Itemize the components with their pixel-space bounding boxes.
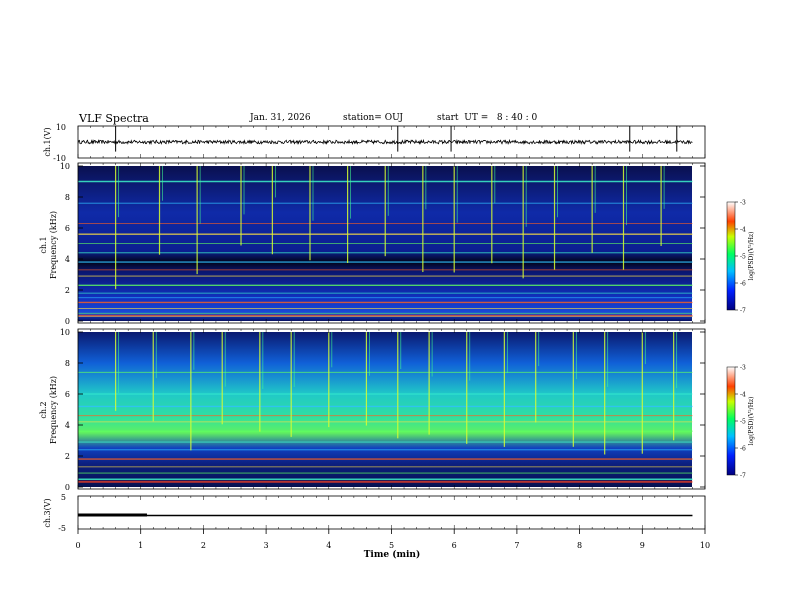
spec1-ytick-label-5: 10 — [60, 162, 70, 171]
cb2-tick-label-3: -6 — [740, 446, 746, 453]
x-tick-label-9: 9 — [640, 541, 645, 550]
spec1-ytick-label-0: 0 — [65, 317, 70, 326]
spec1-ytick-label-4: 8 — [65, 193, 70, 202]
ch3-ytick-top: 5 — [61, 493, 66, 502]
x-tick-label-0: 0 — [75, 541, 80, 550]
x-tick-label-3: 3 — [264, 541, 269, 550]
ch2-colorbar: -3 -4 -5 -6 -7 log(PSD)(V²/Hz) — [726, 365, 755, 480]
spec2-ytick-label-1: 2 — [65, 452, 70, 461]
x-tick-label-1: 1 — [138, 541, 143, 550]
cb2-tick-label-1: -4 — [740, 392, 746, 399]
x-tick-label-8: 8 — [577, 541, 582, 550]
ch1-wave-ylabel: ch.1(V) — [43, 127, 52, 156]
ch2-spec-ylabel-freq: Frequency (kHz) — [49, 376, 58, 444]
ch3-panel: 5 -5 ch.3(V) — [43, 493, 706, 533]
ch1-ytick-top: 10 — [56, 123, 66, 132]
cb1-tick-label-0: -3 — [740, 200, 746, 207]
cb1-tick-label-2: -5 — [740, 254, 746, 261]
date-label: Jan. 31, 2026 — [250, 113, 311, 123]
spec2-ytick-label-2: 4 — [65, 421, 70, 430]
x-tick-label-6: 6 — [452, 541, 457, 550]
spec2-ytick-label-3: 6 — [65, 390, 70, 399]
station-label: station= OUJ — [343, 113, 404, 123]
ch3-ylabel: ch.3(V) — [43, 498, 52, 527]
ch1-colorbar: -3 -4 -5 -6 -7 log(PSD)(V²/Hz) — [726, 200, 755, 315]
ch1-ytick-bottom: -10 — [53, 154, 66, 163]
spec2-ytick-label-0: 0 — [65, 483, 70, 492]
ch2-spec-ylabel: ch.2 — [39, 401, 48, 418]
cb2-tick-label-2: -5 — [740, 419, 746, 426]
x-tick-label-10: 10 — [700, 541, 710, 550]
x-axis: 0 1 2 3 4 5 6 7 8 9 10 — [75, 126, 710, 550]
ch1-waveform-line — [77, 138, 693, 146]
spec2-ytick-label-5: 10 — [60, 328, 70, 337]
figure-title: VLF Spectra — [79, 112, 149, 125]
spec1-ytick-label-3: 6 — [65, 224, 70, 233]
x-tick-label-5: 5 — [389, 541, 394, 550]
cb2-tick-label-0: -3 — [740, 365, 746, 372]
spec1-ytick-label-2: 4 — [65, 255, 70, 264]
ch1-spec-ylabel: ch.1 — [39, 236, 48, 253]
ch1-wave-panel: 10 -10 ch.1(V) — [43, 123, 706, 163]
x-tick-label-7: 7 — [514, 541, 519, 550]
ch1-colorbar-label: log(PSD)(V²/Hz) — [748, 232, 755, 281]
x-tick-label-2: 2 — [201, 541, 206, 550]
start-ut-label: start UT = 8 : 40 : 0 — [437, 113, 538, 123]
ch2-spectrogram-bg — [78, 332, 692, 487]
ch2-spectrogram-panel: 0 2 4 6 8 10 ch.2 Frequency (kHz) — [39, 328, 706, 492]
ch3-ytick-bottom: -5 — [58, 524, 66, 533]
cb1-tick-label-4: -7 — [740, 308, 746, 315]
cb2-tick-label-4: -7 — [740, 473, 746, 480]
ch1-spec-ylabel-freq: Frequency (kHz) — [49, 211, 58, 279]
spec2-ytick-label-4: 8 — [65, 359, 70, 368]
ch2-colorbar-label: log(PSD)(V²/Hz) — [748, 397, 755, 446]
cb1-tick-label-3: -6 — [740, 281, 746, 288]
spec1-ytick-label-1: 2 — [65, 286, 70, 295]
cb1-tick-label-1: -4 — [740, 227, 746, 234]
ch1-spectrogram-panel: 0 2 4 6 8 10 ch.1 Frequency (kHz) — [39, 162, 706, 326]
x-tick-label-4: 4 — [326, 541, 331, 550]
spec2-lf-band — [78, 480, 693, 483]
spec1-lf-band — [78, 314, 693, 317]
x-axis-label: Time (min) — [364, 549, 421, 560]
